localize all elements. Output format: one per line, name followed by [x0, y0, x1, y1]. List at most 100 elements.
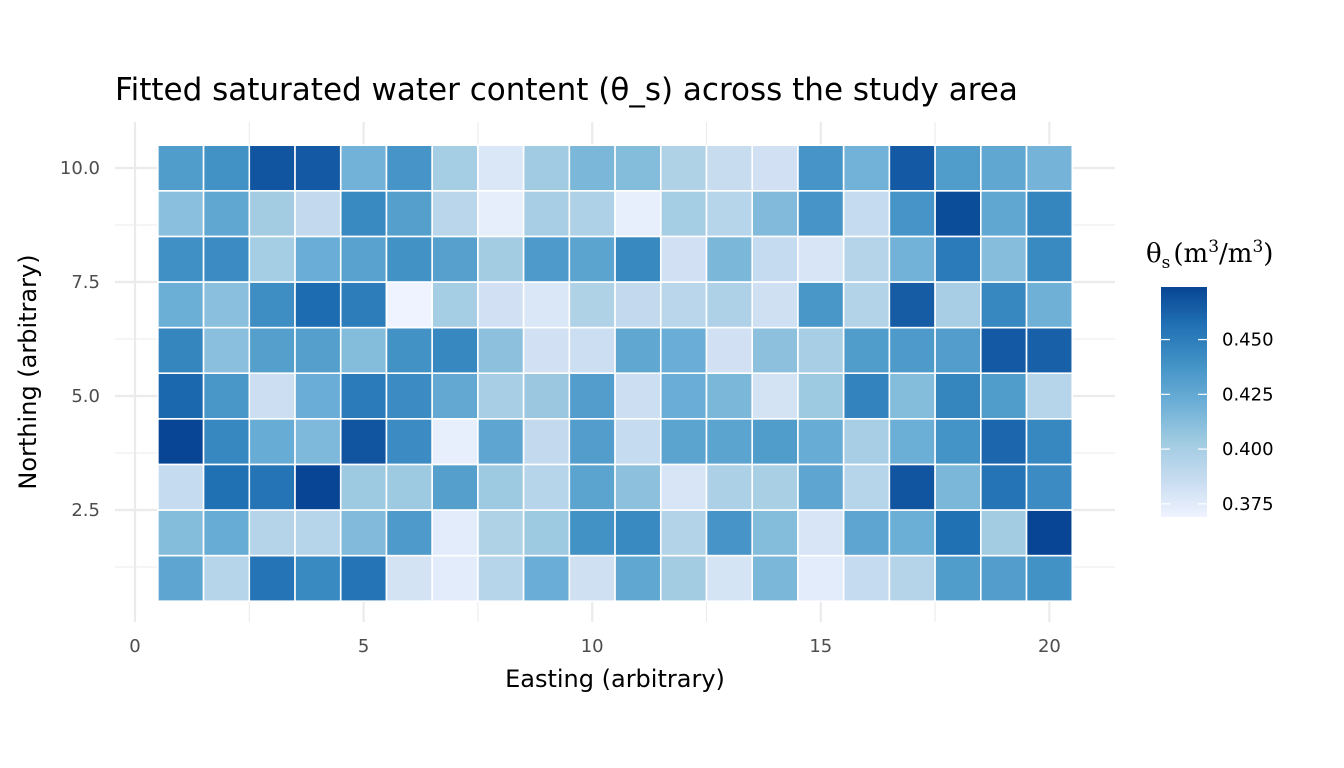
colorbar-tick-label: 0.450	[1222, 330, 1274, 351]
heatmap-cell: (3, 4): 0.423	[248, 417, 296, 466]
heatmap-cell: (9, 2): 0.404	[522, 509, 571, 557]
heatmap-cell: (12, 5): 0.422	[659, 372, 708, 420]
heatmap-cell: (19, 4): 0.461	[980, 417, 1028, 466]
heatmap-cell: (7, 1): 0.374	[431, 554, 479, 602]
heatmap-cell: (1, 2): 0.413	[157, 509, 205, 557]
heatmap-cell: (17, 10): 0.466	[888, 144, 936, 192]
heatmap-cell: (2, 5): 0.436	[202, 372, 251, 420]
heatmap-cell: (17, 4): 0.421	[888, 417, 936, 466]
heatmap-cell: (5, 6): 0.413	[339, 326, 388, 375]
heatmap-cell: (4, 4): 0.415	[294, 417, 342, 466]
heatmap-cell: (10, 6): 0.384	[568, 326, 616, 375]
heatmap-cell: (14, 3): 0.399	[751, 463, 799, 511]
heatmap-cell: (4, 2): 0.393	[294, 509, 342, 557]
heatmap-cell: (16, 8): 0.394	[842, 235, 891, 283]
heatmap-cell: (14, 9): 0.414	[751, 190, 799, 238]
heatmap-cell: (3, 3): 0.455	[248, 463, 296, 511]
heatmap-cell: (16, 7): 0.395	[842, 281, 891, 329]
heatmap-cell: (2, 8): 0.442	[202, 235, 251, 283]
heatmap-cell: (15, 2): 0.379	[797, 509, 845, 557]
heatmap-cell: (3, 5): 0.384	[248, 372, 296, 420]
heatmap-cell: (20, 3): 0.442	[1025, 463, 1074, 511]
heatmap-cell: (12, 6): 0.422	[659, 326, 708, 375]
heatmap-cell: (9, 6): 0.382	[522, 326, 571, 375]
heatmap-cell: (13, 8): 0.416	[705, 235, 754, 283]
heatmap-cell: (20, 2): 0.474	[1025, 509, 1074, 557]
heatmap-cell: (8, 9): 0.373	[477, 190, 525, 238]
heatmap-cell: (18, 9): 0.471	[934, 190, 982, 238]
heatmap-cell: (6, 10): 0.437	[385, 144, 433, 192]
heatmap-cell: (4, 1): 0.443	[294, 554, 342, 602]
heatmap-cell: (13, 4): 0.428	[705, 417, 754, 466]
heatmap-cell: (14, 5): 0.381	[751, 372, 799, 420]
colorbar-ticks: 0.375 0.400 0.425 0.450	[1161, 330, 1274, 515]
heatmap-cell: (8, 1): 0.393	[477, 554, 525, 602]
heatmap-cell: (7, 10): 0.401	[431, 144, 479, 192]
legend: θs (m3/m3) 0.375 0.400 0.425 0.450	[1146, 237, 1274, 517]
heatmap-cell: (3, 6): 0.431	[248, 326, 296, 375]
heatmap-cell: (5, 8): 0.429	[339, 235, 388, 283]
heatmap-cell: (7, 3): 0.431	[431, 463, 479, 511]
heatmap-cell: (12, 7): 0.392	[659, 281, 708, 329]
heatmap-cell: (17, 1): 0.394	[888, 554, 936, 602]
heatmap-cell: (8, 5): 0.4	[477, 372, 525, 420]
heatmap-cell: (4, 10): 0.466	[294, 144, 342, 192]
heatmap-tiles: (1, 1): 0.427(2, 1): 0.393(3, 1): 0.455(…	[157, 144, 1074, 602]
heatmap-cell: (11, 4): 0.387	[614, 417, 662, 466]
x-tick-label: 20	[1038, 636, 1061, 657]
heatmap-cell: (6, 4): 0.442	[385, 417, 433, 466]
heatmap-cell: (3, 1): 0.455	[248, 554, 296, 602]
heatmap-cell: (17, 6): 0.434	[888, 326, 936, 375]
heatmap-cell: (9, 5): 0.405	[522, 372, 571, 420]
heatmap-cell: (15, 3): 0.427	[797, 463, 845, 511]
heatmap-cell: (18, 6): 0.432	[934, 326, 982, 375]
heatmap-cell: (8, 6): 0.41	[477, 326, 525, 375]
heatmap-cell: (13, 7): 0.397	[705, 281, 754, 329]
colorbar	[1161, 287, 1207, 517]
heatmap-cell: (15, 10): 0.437	[797, 144, 845, 192]
heatmap-cell: (10, 3): 0.428	[568, 463, 616, 511]
heatmap-cell: (7, 4): 0.372	[431, 417, 479, 466]
heatmap-cell: (10, 7): 0.396	[568, 281, 616, 329]
heatmap-cell: (11, 10): 0.413	[614, 144, 662, 192]
heatmap-cell: (12, 4): 0.428	[659, 417, 708, 466]
heatmap-cell: (15, 9): 0.437	[797, 190, 845, 238]
heatmap-cell: (1, 7): 0.421	[157, 281, 205, 329]
heatmap-cell: (7, 2): 0.374	[431, 509, 479, 557]
heatmap-cell: (12, 8): 0.382	[659, 235, 708, 283]
heatmap-cell: (20, 8): 0.443	[1025, 235, 1074, 283]
heatmap-cell: (11, 5): 0.384	[614, 372, 662, 420]
heatmap-cell: (18, 4): 0.438	[934, 417, 982, 466]
heatmap-cell: (1, 5): 0.46	[157, 372, 205, 420]
heatmap-cell: (1, 10): 0.433	[157, 144, 205, 192]
heatmap-cell: (3, 10): 0.468	[248, 144, 296, 192]
heatmap-cell: (20, 4): 0.445	[1025, 417, 1074, 466]
heatmap-cell: (14, 7): 0.383	[751, 281, 799, 329]
heatmap-cell: (13, 9): 0.393	[705, 190, 754, 238]
heatmap-cell: (8, 2): 0.396	[477, 509, 525, 557]
heatmap-cell: (2, 10): 0.439	[202, 144, 251, 192]
heatmap-cell: (13, 3): 0.398	[705, 463, 754, 511]
heatmap-cell: (1, 8): 0.44	[157, 235, 205, 283]
heatmap-cell: (15, 8): 0.379	[797, 235, 845, 283]
heatmap-cell: (16, 3): 0.393	[842, 463, 891, 511]
heatmap-cell: (20, 5): 0.393	[1025, 372, 1074, 420]
heatmap-cell: (2, 2): 0.423	[202, 509, 251, 557]
heatmap-cell: (7, 5): 0.425	[431, 372, 479, 420]
heatmap-cell: (4, 7): 0.459	[294, 281, 342, 329]
heatmap-cell: (3, 7): 0.441	[248, 281, 296, 329]
heatmap-cell: (1, 3): 0.387	[157, 463, 205, 511]
heatmap-cell: (19, 3): 0.455	[980, 463, 1028, 511]
heatmap-cell: (8, 3): 0.404	[477, 463, 525, 511]
heatmap-cell: (8, 10): 0.378	[477, 144, 525, 192]
heatmap-cell: (2, 9): 0.426	[202, 190, 251, 238]
heatmap-cell: (15, 5): 0.404	[797, 372, 845, 420]
heatmap-cell: (11, 9): 0.372	[614, 190, 662, 238]
heatmap-cell: (17, 8): 0.419	[888, 235, 936, 283]
heatmap-cell: (18, 3): 0.416	[934, 463, 982, 511]
heatmap-cell: (8, 7): 0.382	[477, 281, 525, 329]
heatmap-cell: (18, 5): 0.446	[934, 372, 982, 420]
heatmap-cell: (10, 4): 0.432	[568, 417, 616, 466]
heatmap-cell: (19, 6): 0.466	[980, 326, 1028, 375]
heatmap-cell: (18, 1): 0.433	[934, 554, 982, 602]
